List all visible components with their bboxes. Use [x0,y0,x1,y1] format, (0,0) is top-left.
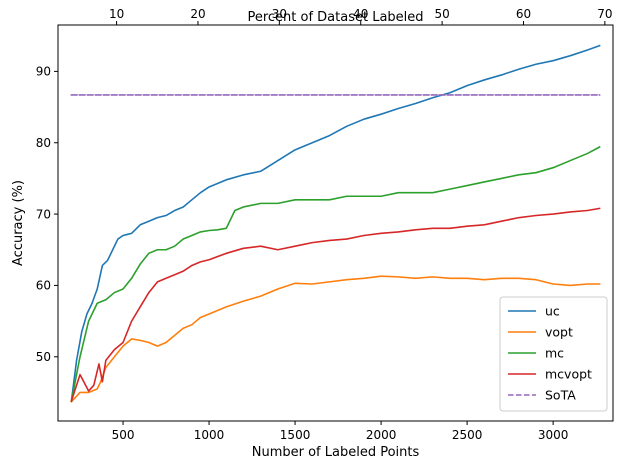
series-layer [70,44,601,403]
series-line-mc [70,145,601,402]
series-line-mcvopt [70,207,601,403]
y-tick-label: 80 [36,136,51,150]
y-tick-label: 50 [36,350,51,364]
top-axis-title: Percent of Dataset Labeled [247,10,423,25]
y-axis-title: Accuracy (%) [11,180,26,266]
top-tick-label: 70 [597,7,612,21]
top-tick-label: 50 [434,7,449,21]
legend-label-mcvopt: mcvopt [545,367,592,382]
x-tick-label: 2500 [452,428,483,442]
legend: uc vopt mc mcvopt SoTA [499,296,608,412]
top-tick-label: 10 [109,7,124,21]
series-line-vopt [70,275,601,403]
x-tick-label: 3000 [538,428,569,442]
plot-frame [57,24,614,422]
x-tick-label: 1000 [194,428,225,442]
y-tick-label: 60 [36,279,51,293]
y-tick-label: 70 [36,207,51,221]
legend-label-mc: mc [545,346,564,361]
x-tick-label: 1500 [280,428,311,442]
x-tick-label: 500 [112,428,135,442]
series-line-uc [70,44,601,402]
top-tick-label: 60 [516,7,531,21]
top-tick-label: 20 [190,7,205,21]
top-tick-label: 40 [353,7,368,21]
legend-label-vopt: vopt [545,325,573,340]
legend-box [499,296,608,412]
top-tick-label: 30 [272,7,287,21]
x-tick-label: 2000 [366,428,397,442]
legend-label-uc: uc [545,304,560,319]
legend-label-sota: SoTA [545,388,576,403]
y-tick-label: 90 [36,65,51,79]
x-axis-title: Number of Labeled Points [252,445,420,460]
axes-layer: 500 1000 1500 2000 2500 3000 10 20 30 40 50 60 70 50 6… [36,7,613,442]
